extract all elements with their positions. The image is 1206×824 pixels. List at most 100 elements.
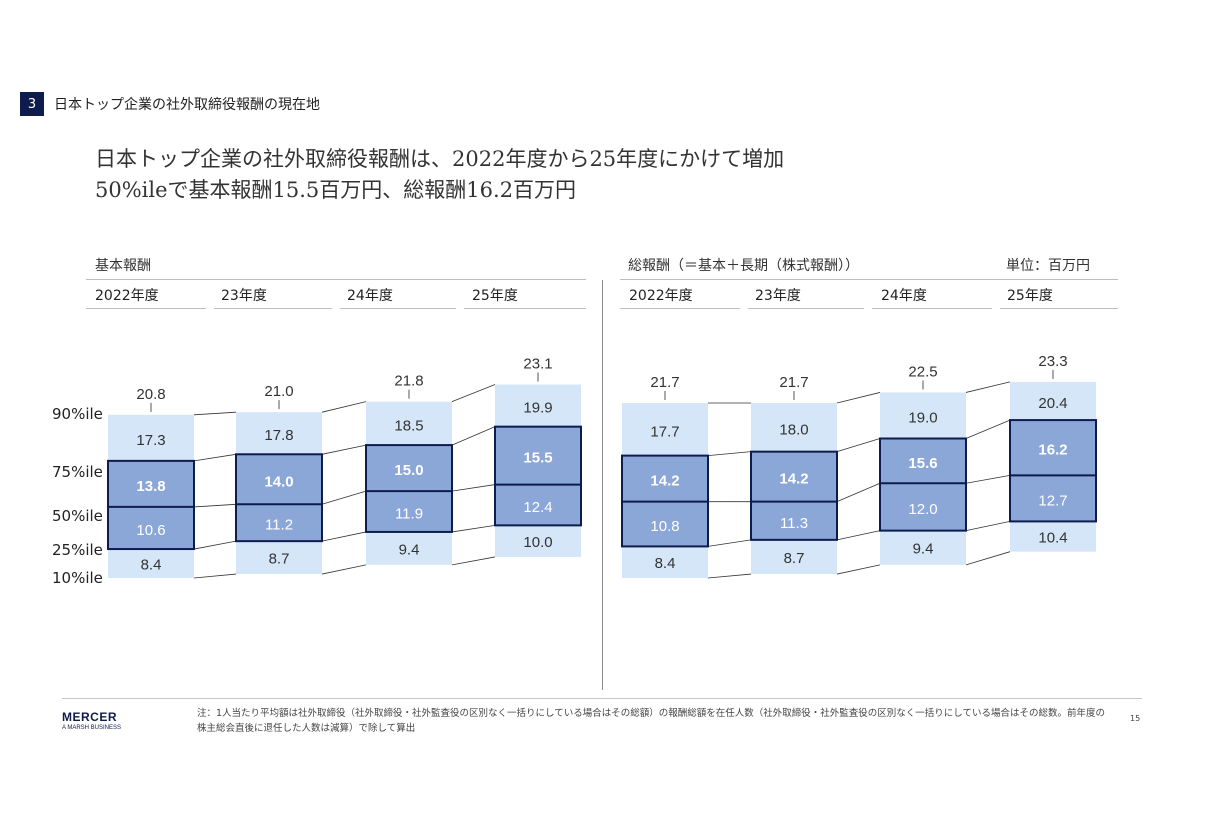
year-rule	[872, 308, 992, 309]
iqr-box	[879, 437, 967, 532]
connector-line-50%ile	[965, 474, 1011, 484]
slide-title-line-2: 50%ileで基本報酬15.5百万円、総報酬16.2百万円	[95, 178, 577, 202]
page-number: 15	[1130, 714, 1141, 723]
value-label-p50: 16.2	[1038, 442, 1067, 459]
year-rule	[340, 308, 456, 309]
connector-line-10%ile	[193, 573, 237, 579]
value-label-p10: 8.4	[141, 557, 162, 574]
connector-line-90%ile	[965, 381, 1011, 393]
value-label-p10: 9.4	[913, 541, 934, 558]
value-label-p10: 8.7	[269, 551, 290, 568]
connector-line-75%ile	[193, 453, 237, 462]
percentile-label-90: 90%ile	[52, 405, 103, 423]
connector-line-50%ile	[321, 490, 367, 505]
value-label-p10: 8.7	[784, 550, 805, 567]
connector-line-25%ile	[321, 531, 367, 542]
connector-line-75%ile	[321, 444, 367, 455]
connector-line-10%ile	[707, 573, 752, 579]
value-label-p10: 10.4	[1038, 530, 1067, 547]
iqr-box	[235, 453, 323, 543]
value-label-p25: 12.0	[908, 501, 937, 518]
connector-line-10%ile	[321, 564, 367, 575]
logo-wordmark: MERCER	[62, 710, 118, 724]
year-label: 25年度	[1007, 288, 1053, 304]
value-label-p10: 8.4	[655, 555, 676, 572]
percentile-label-50: 50%ile	[52, 507, 103, 525]
iqr-box	[365, 444, 453, 533]
footer-rule	[62, 698, 1142, 699]
connector-line-50%ile	[193, 503, 237, 508]
mercer-logo: MERCER A MARSH BUSINESS	[62, 710, 121, 731]
value-label-p25: 11.9	[395, 506, 423, 523]
year-label: 24年度	[347, 288, 393, 304]
value-label-p50: 13.8	[136, 478, 165, 495]
value-label-p90: 21.0	[264, 383, 293, 400]
connector-line-25%ile	[965, 521, 1011, 532]
connector-line-75%ile	[965, 419, 1011, 439]
slide-title: 日本トップ企業の社外取締役報酬は、2022年度から25年度にかけて増加 50%i…	[95, 144, 784, 206]
value-label-p10: 9.4	[399, 541, 420, 558]
year-rule	[748, 308, 864, 309]
connector-line-75%ile	[451, 426, 496, 446]
value-label-p10: 10.0	[523, 534, 552, 551]
percentile-label-10: 10%ile	[52, 569, 103, 587]
logo-tagline: A MARSH BUSINESS	[62, 725, 122, 731]
iqr-box	[494, 425, 582, 527]
iqr-box	[107, 459, 195, 551]
value-label-p90: 22.5	[908, 363, 937, 380]
year-label: 23年度	[221, 288, 267, 304]
value-label-p75: 17.3	[136, 432, 165, 449]
section-title: 日本トップ企業の社外取締役報酬の現在地	[54, 97, 320, 113]
year-label: 2022年度	[629, 288, 693, 304]
connector-line-90%ile	[193, 411, 237, 416]
connector-line-25%ile	[451, 524, 496, 533]
value-label-p50: 15.6	[908, 455, 937, 472]
year-label: 25年度	[472, 288, 518, 304]
year-rule	[214, 308, 332, 309]
value-label-p90: 20.8	[136, 386, 165, 403]
connector-line-50%ile	[836, 482, 881, 503]
value-label-p90: 21.8	[394, 373, 423, 390]
value-label-p50: 14.0	[264, 473, 293, 490]
connector-line-90%ile	[451, 384, 496, 403]
value-label-p75: 18.0	[779, 421, 808, 438]
value-label-p90: 23.1	[523, 356, 552, 373]
connector-line-25%ile	[707, 539, 752, 547]
percentile-label-75: 75%ile	[52, 463, 103, 481]
percentile-label-25: 25%ile	[52, 541, 103, 559]
connector-line-75%ile	[707, 451, 752, 457]
connector-line-10%ile	[451, 556, 496, 566]
connector-line-25%ile	[836, 530, 881, 541]
section-number: 3	[20, 92, 44, 116]
value-label-p25: 12.4	[523, 499, 552, 516]
connector-line-10%ile	[836, 564, 881, 575]
value-label-p75: 17.8	[264, 427, 293, 444]
value-label-p75: 19.9	[523, 400, 552, 417]
year-rule	[1000, 308, 1118, 309]
value-label-p50: 14.2	[650, 473, 679, 490]
connector-line-25%ile	[193, 540, 237, 550]
value-label-p25: 10.6	[136, 522, 165, 539]
connector-line-90%ile	[321, 401, 367, 413]
panel-divider	[602, 280, 603, 690]
connector-line-75%ile	[836, 438, 881, 453]
year-rule	[86, 308, 206, 309]
value-label-p25: 10.8	[650, 518, 679, 535]
year-rule	[620, 308, 740, 309]
value-label-p75: 19.0	[908, 409, 937, 426]
panel-rule-right	[620, 279, 1118, 280]
value-label-p90: 21.7	[779, 374, 808, 391]
value-label-p75: 20.4	[1038, 395, 1067, 412]
value-label-p25: 11.3	[780, 515, 808, 532]
connector-line-90%ile	[836, 392, 881, 404]
value-label-p75: 17.7	[650, 423, 679, 440]
value-label-p50: 15.5	[523, 450, 552, 467]
value-label-p90: 23.3	[1038, 353, 1067, 370]
value-label-p50: 14.2	[779, 471, 808, 488]
value-label-p50: 15.0	[394, 462, 423, 479]
panel-title-base-pay: 基本報酬	[95, 258, 151, 274]
iqr-box	[1009, 419, 1097, 523]
panel-title-total-pay: 総報酬（＝基本＋長期（株式報酬））	[628, 258, 859, 274]
slide-title-line-1: 日本トップ企業の社外取締役報酬は、2022年度から25年度にかけて増加	[95, 147, 785, 171]
